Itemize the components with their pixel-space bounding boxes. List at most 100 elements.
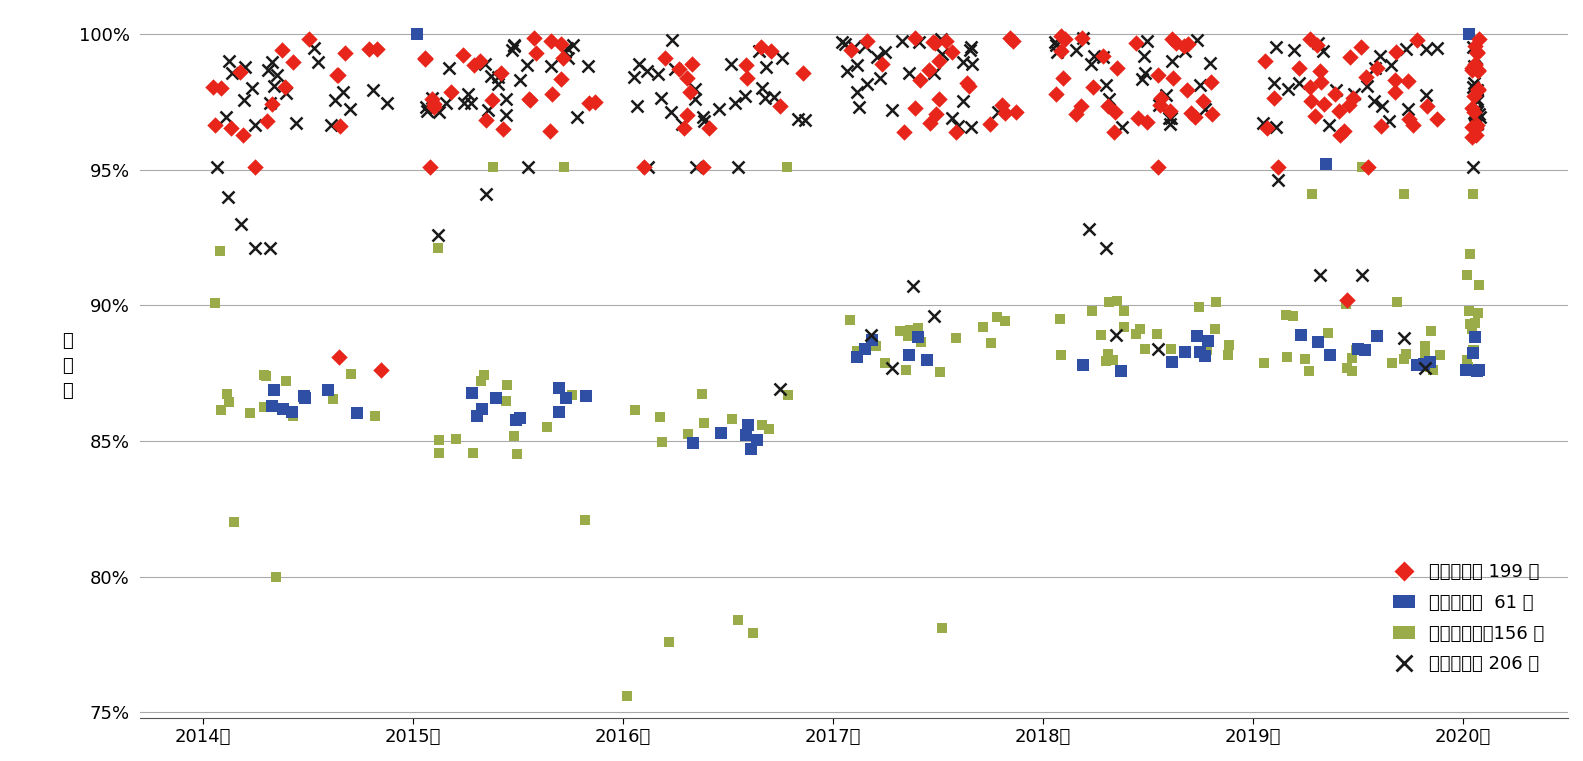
Point [761, 91, 787, 103]
Point [503, 415, 529, 427]
Point [1183, 111, 1208, 123]
Point [459, 97, 484, 110]
Point [337, 103, 363, 115]
Point [1464, 119, 1490, 131]
Point [1368, 50, 1393, 62]
Point [252, 369, 277, 381]
Point [1043, 88, 1069, 100]
Point [540, 88, 565, 100]
Point [671, 123, 697, 135]
Point [921, 310, 947, 322]
Point [692, 417, 717, 429]
Point [1460, 323, 1485, 336]
Point [674, 72, 700, 84]
Point [1334, 294, 1360, 306]
Point [1461, 41, 1486, 53]
Point [524, 47, 549, 59]
Point [943, 332, 969, 344]
Point [1265, 161, 1290, 173]
Point [427, 447, 453, 459]
Point [627, 57, 652, 69]
Point [207, 245, 233, 257]
Point [1311, 45, 1336, 57]
Point [301, 43, 326, 55]
Point [1289, 330, 1314, 342]
Point [923, 107, 948, 119]
Point [1146, 161, 1171, 173]
Point [1404, 359, 1429, 371]
Point [733, 59, 758, 72]
Point [1466, 108, 1491, 120]
Point [735, 72, 760, 84]
Point [684, 161, 709, 173]
Point [483, 392, 508, 404]
Point [1300, 188, 1325, 200]
Point [253, 370, 279, 382]
Point [1382, 74, 1407, 86]
Point [1308, 269, 1333, 282]
Point [1461, 161, 1486, 173]
Point [926, 93, 951, 105]
Point [1124, 328, 1149, 340]
Point [1395, 75, 1420, 87]
Point [853, 40, 879, 53]
Point [475, 104, 500, 116]
Point [833, 38, 858, 50]
Point [239, 82, 264, 94]
Point [733, 91, 758, 103]
Point [1092, 79, 1118, 91]
Point [1097, 296, 1122, 308]
Point [522, 32, 548, 44]
Point [1309, 76, 1334, 88]
Point [1382, 86, 1407, 98]
Point [416, 161, 442, 173]
Point [318, 119, 344, 131]
Point [943, 126, 969, 138]
Point [1336, 99, 1361, 111]
Point [325, 69, 350, 81]
Point [902, 101, 928, 113]
Point [1396, 113, 1422, 126]
Point [1046, 313, 1072, 325]
Point [280, 410, 306, 422]
Point [1048, 349, 1073, 361]
Point [1311, 97, 1336, 110]
Point [252, 401, 277, 413]
Point [573, 390, 598, 403]
Point [242, 119, 268, 131]
Point [426, 242, 451, 254]
Point [682, 84, 708, 96]
Point [1338, 51, 1363, 63]
Point [1070, 358, 1095, 371]
Point [839, 43, 864, 56]
Point [1379, 357, 1404, 369]
Point [934, 35, 959, 47]
Point [891, 126, 917, 139]
Point [722, 97, 747, 109]
Point [733, 429, 758, 441]
Point [1254, 122, 1279, 134]
Point [1095, 100, 1121, 113]
Point [1135, 116, 1160, 129]
Point [1466, 63, 1491, 75]
Point [1187, 345, 1213, 358]
Point [1043, 39, 1069, 51]
Point [1334, 362, 1360, 374]
Point [1094, 242, 1119, 254]
Point [1156, 113, 1181, 125]
Point [438, 86, 464, 98]
Point [1460, 81, 1485, 94]
Point [1100, 354, 1126, 366]
Point [1467, 111, 1493, 123]
Point [258, 242, 283, 254]
Point [1314, 158, 1339, 170]
Point [1463, 106, 1488, 118]
Point [426, 434, 451, 446]
Point [746, 45, 771, 57]
Point [467, 55, 492, 67]
Point [709, 427, 735, 439]
Point [492, 395, 518, 407]
Point [958, 41, 983, 53]
Point [956, 80, 981, 92]
Point [218, 67, 244, 79]
